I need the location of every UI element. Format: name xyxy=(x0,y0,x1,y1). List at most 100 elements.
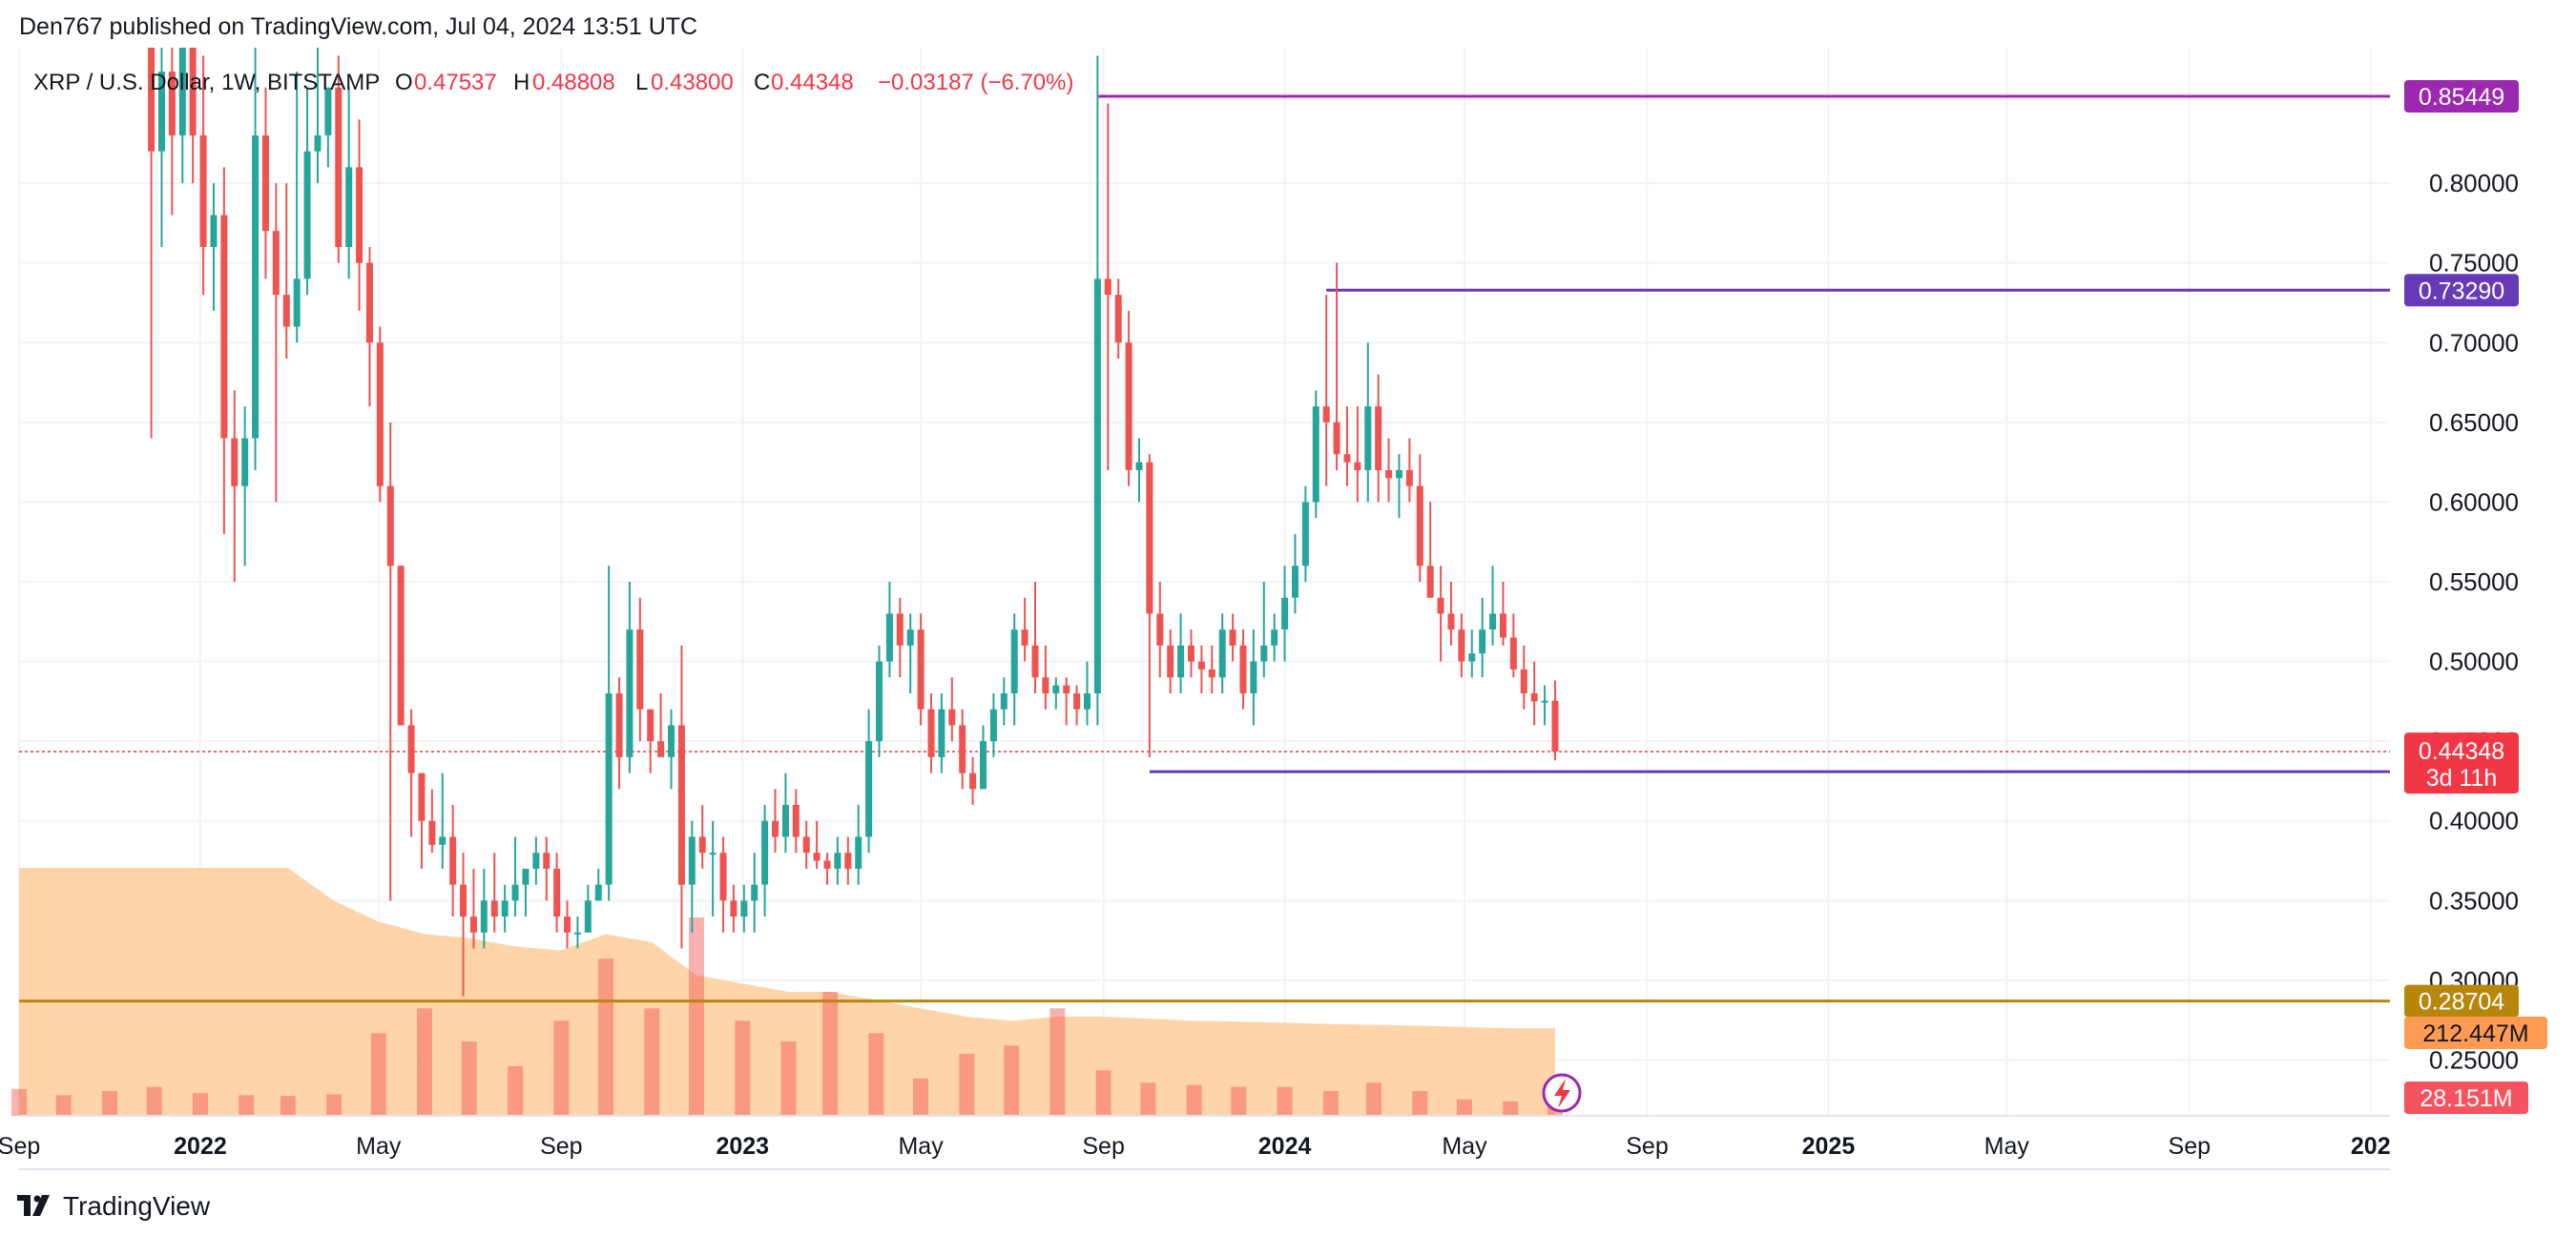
candle-body xyxy=(1021,629,1028,646)
candle xyxy=(543,836,551,901)
candle xyxy=(1197,645,1205,694)
candle-body xyxy=(1468,653,1476,662)
x-tick-label: Sep xyxy=(1626,1133,1668,1160)
candle xyxy=(220,167,228,534)
candle xyxy=(1021,597,1028,662)
candle-body xyxy=(719,853,727,901)
candle xyxy=(261,87,269,279)
candle xyxy=(490,853,498,933)
candle-body xyxy=(543,853,551,869)
candle-body xyxy=(553,868,561,917)
volume-pane xyxy=(11,868,1563,1116)
y-tick-label: 0.25000 xyxy=(2429,1045,2519,1074)
candle xyxy=(449,805,457,917)
x-tick-label: May xyxy=(356,1133,402,1160)
candle-body xyxy=(324,87,332,135)
volume-bar xyxy=(1049,1008,1066,1116)
candle-body xyxy=(885,613,893,662)
candle-body xyxy=(730,900,737,917)
volume-bar xyxy=(55,1095,72,1116)
candle xyxy=(855,805,862,885)
tradingview-logo[interactable]: TradingView xyxy=(17,1190,210,1223)
candle-body xyxy=(969,772,977,790)
candle-body xyxy=(876,661,883,742)
candle-body xyxy=(781,805,789,837)
candle xyxy=(1052,677,1060,710)
candle xyxy=(1343,406,1351,486)
candle xyxy=(1364,342,1372,503)
candle xyxy=(386,422,394,901)
candle xyxy=(356,119,364,311)
candle xyxy=(1187,629,1195,678)
candle-body xyxy=(480,900,488,933)
candle xyxy=(1125,310,1132,486)
candle xyxy=(719,836,727,933)
candle-body xyxy=(1479,629,1486,654)
publish-info: Den767 published on TradingView.com, Jul… xyxy=(19,13,698,40)
candle-body xyxy=(668,725,675,757)
candle-body xyxy=(1125,342,1132,470)
candle xyxy=(844,836,852,885)
level-badge-resistance-mid-text: 0.73290 xyxy=(2419,278,2504,304)
candle-body xyxy=(1301,502,1309,566)
volume-current-badge: 28.151M xyxy=(2404,1082,2528,1114)
candle xyxy=(1177,613,1185,694)
legend-h-label: H xyxy=(513,70,530,95)
candle-body xyxy=(490,900,498,917)
candle-body xyxy=(397,566,405,726)
ohlc-legend: XRP / U.S. Dollar, 1W, BITSTAMP O 0.4753… xyxy=(33,70,1074,95)
candle-body xyxy=(740,900,748,917)
candle xyxy=(906,613,914,694)
candle-body xyxy=(282,295,290,327)
candle-body xyxy=(1509,637,1517,670)
candle-body xyxy=(1073,693,1081,710)
candle-body xyxy=(573,932,581,935)
candle-body xyxy=(449,836,457,885)
candle-body xyxy=(865,741,873,837)
candle-body xyxy=(168,72,176,135)
volume-bar xyxy=(644,1008,660,1116)
candle xyxy=(938,693,945,773)
candle xyxy=(365,246,373,407)
y-tick-label: 0.70000 xyxy=(2429,328,2519,357)
candle xyxy=(917,613,924,726)
candle-body xyxy=(792,805,800,837)
legend-change: −0.03187 (−6.70%) xyxy=(878,70,1074,95)
level-badge-support-low-bg xyxy=(2404,984,2519,1018)
candle-body xyxy=(1447,613,1455,630)
candle-body xyxy=(1312,406,1319,503)
legend-c-value: 0.44348 xyxy=(771,70,854,95)
volume-bar xyxy=(239,1095,255,1116)
candle xyxy=(1437,566,1444,662)
candle xyxy=(647,709,654,773)
level-badge-support-low: 0.28704 xyxy=(2404,984,2519,1018)
y-tick-label: 0.50000 xyxy=(2429,648,2519,676)
level-badge-resistance-top-bg xyxy=(2404,80,2519,113)
candle xyxy=(303,87,311,296)
legend-symbol: XRP / U.S. Dollar, 1W, BITSTAMP xyxy=(33,70,380,95)
candle-body xyxy=(917,629,924,710)
candle-body xyxy=(948,709,956,726)
level-badge-resistance-mid: 0.73290 xyxy=(2404,274,2519,307)
candle-body xyxy=(1135,462,1143,470)
candle-body xyxy=(178,48,186,135)
candle xyxy=(573,917,581,949)
candle xyxy=(480,868,488,949)
axes: 0.250000.300000.350000.400000.450000.500… xyxy=(0,169,2519,1170)
legend-l-label: L xyxy=(635,70,648,95)
candle xyxy=(1489,566,1497,646)
candle xyxy=(460,853,467,997)
x-tick-label: Sep xyxy=(1082,1133,1124,1160)
level-badge-resistance-top-text: 0.85449 xyxy=(2419,84,2504,111)
candle-body xyxy=(231,438,239,486)
candle xyxy=(740,884,748,933)
candle xyxy=(896,597,904,678)
replay-lightning-icon[interactable] xyxy=(1542,1073,1582,1113)
volume-bar xyxy=(598,958,614,1116)
legend-o-value: 0.47537 xyxy=(414,70,497,95)
candle xyxy=(199,55,207,296)
candle-body xyxy=(1010,629,1018,694)
candle-body xyxy=(407,725,415,773)
